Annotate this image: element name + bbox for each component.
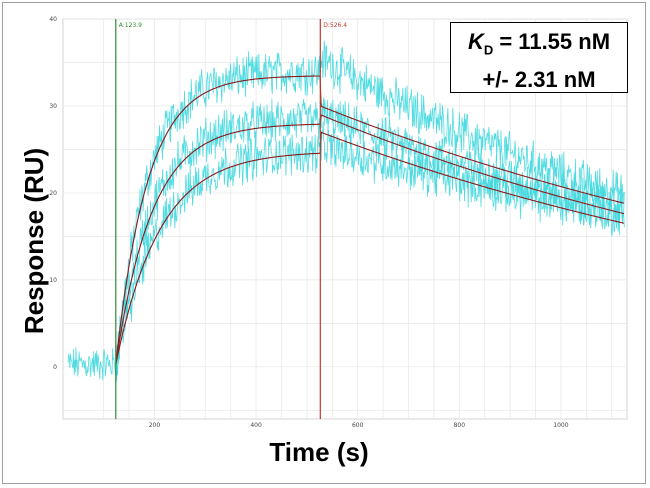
x-tick-label: 800 [454, 422, 466, 429]
kd-subscript: D [483, 42, 494, 58]
fit-curve [115, 75, 625, 365]
y-tick-label: 30 [49, 103, 57, 110]
fit-curve [115, 114, 625, 365]
y-tick-label: 40 [49, 16, 57, 23]
x-tick-label: 1000 [553, 422, 568, 429]
kd-symbol: K [467, 29, 484, 54]
y-tick-label: 0 [53, 364, 57, 371]
event-marker-label: D:526.4 [323, 22, 347, 29]
y-axis-title: Response (RU) [19, 148, 49, 334]
measured-trace [67, 40, 625, 381]
x-tick-label: 200 [149, 422, 161, 429]
kd-error-line: +/- 2.31 nM [482, 67, 596, 93]
event-markers: A:123.9 D:526.4 [115, 19, 347, 419]
traces [67, 40, 625, 382]
x-axis-title: Time (s) [269, 437, 368, 467]
x-tick-label: 600 [352, 422, 364, 429]
tick-labels: 200 400 600 800 1000 0 10 20 30 40 [49, 16, 568, 429]
sensorgram-chart: A:123.9 D:526.4 200 400 600 800 1000 0 10 20 30 40… [19, 16, 628, 467]
measured-trace [115, 97, 625, 371]
kd-annotation-box: KD = 11.55 nM +/- 2.31 nM [450, 22, 628, 93]
kd-value: = 11.55 nM [493, 29, 611, 54]
kd-value-line: KD = 11.55 nM [451, 27, 627, 65]
event-marker-label: A:123.9 [119, 22, 142, 29]
chart-frame: A:123.9 D:526.4 200 400 600 800 1000 0 10 20 30 40… [2, 2, 646, 484]
x-tick-label: 400 [250, 422, 262, 429]
y-tick-label: 20 [49, 190, 57, 197]
y-tick-label: 10 [49, 277, 57, 284]
fit-curve [115, 131, 625, 365]
measured-trace [115, 121, 625, 382]
